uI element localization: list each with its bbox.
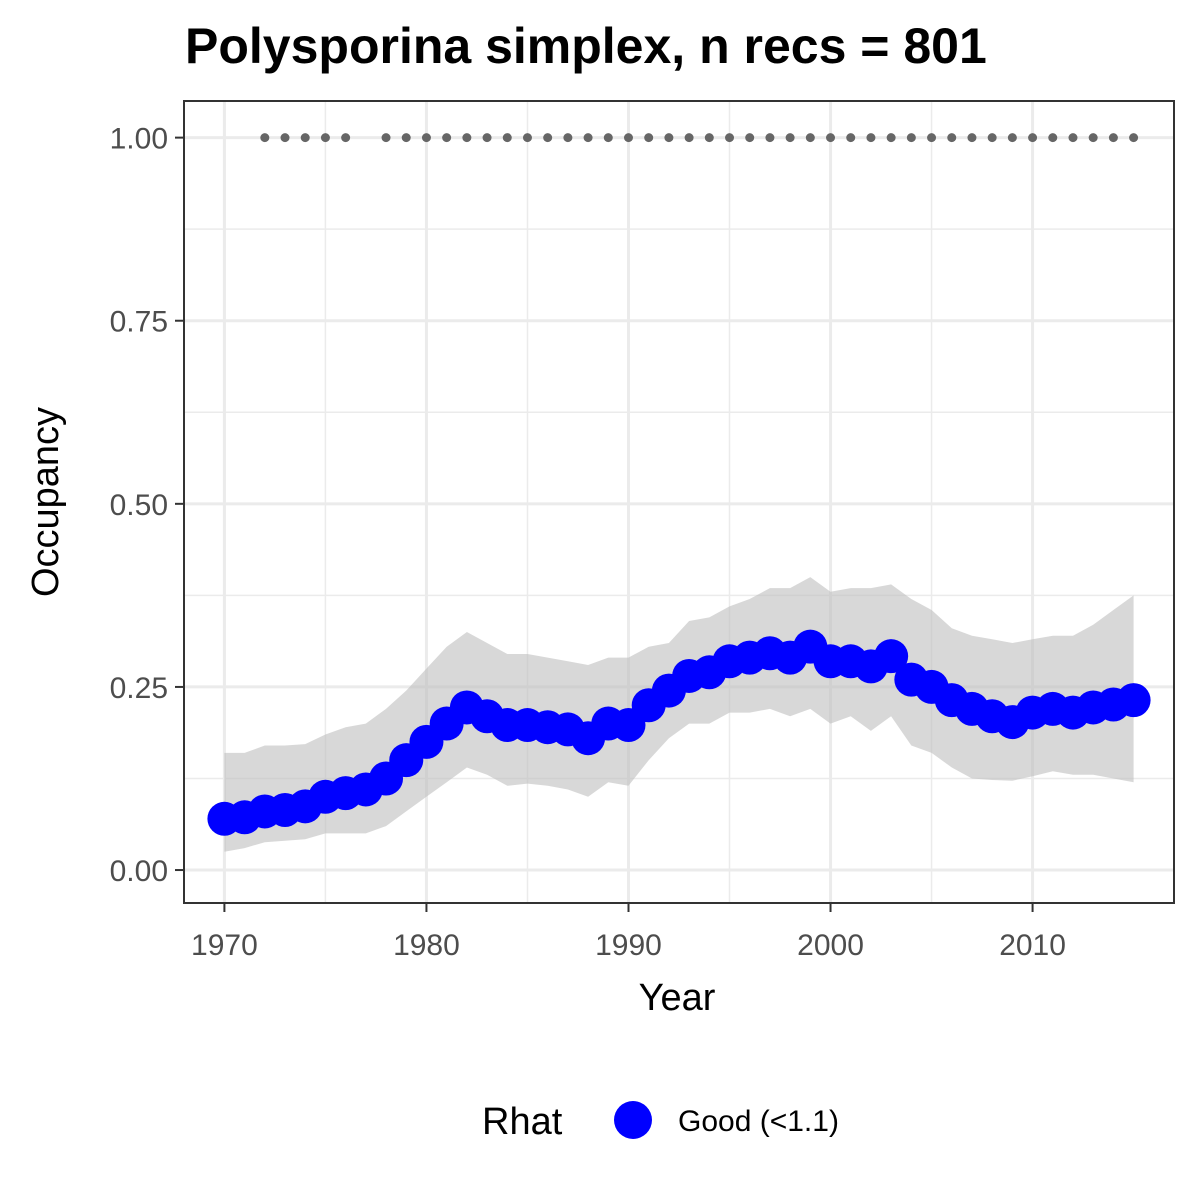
record-dot xyxy=(421,133,431,143)
record-dot xyxy=(866,133,876,143)
record-dot xyxy=(826,133,836,143)
y-tick-label: 0.50 xyxy=(110,489,168,522)
chart-title: Polysporina simplex, n recs = 801 xyxy=(185,18,987,74)
x-tick-label: 2000 xyxy=(797,929,864,962)
legend-title: Rhat xyxy=(482,1101,563,1143)
record-dot xyxy=(381,133,391,143)
occupancy-points xyxy=(207,629,1151,836)
record-dot xyxy=(765,133,775,143)
record-dot xyxy=(664,133,674,143)
record-dot xyxy=(684,133,694,143)
record-dot xyxy=(401,133,411,143)
y-tick-label: 0.75 xyxy=(110,306,168,339)
record-dot xyxy=(1007,133,1017,143)
y-tick-label: 1.00 xyxy=(110,123,168,156)
record-dot xyxy=(563,133,573,143)
credible-interval-band xyxy=(224,577,1134,852)
record-dot xyxy=(623,133,633,143)
legend-key-good xyxy=(614,1101,652,1139)
x-tick-label: 1980 xyxy=(393,929,460,962)
record-dot xyxy=(1068,133,1078,143)
axis-ticks: 1970 1980 1990 2000 2010 0.00 0.25 0.50 0.75 1.00 xyxy=(110,123,1066,962)
record-dot xyxy=(320,133,330,143)
legend: Rhat Good (<1.1) xyxy=(482,1101,839,1143)
record-dot xyxy=(644,133,654,143)
record-dot xyxy=(603,133,613,143)
record-dot xyxy=(543,133,553,143)
record-dot xyxy=(280,133,290,143)
x-tick-label: 1970 xyxy=(191,929,258,962)
y-tick-label: 0.25 xyxy=(110,672,168,705)
record-dot xyxy=(967,133,977,143)
record-dot xyxy=(805,133,815,143)
x-tick-label: 1990 xyxy=(595,929,662,962)
ribbon-area xyxy=(224,577,1134,852)
record-dot xyxy=(341,133,351,143)
record-dot xyxy=(1028,133,1038,143)
y-tick-label: 0.00 xyxy=(110,855,168,888)
record-dot xyxy=(704,133,714,143)
record-dot xyxy=(300,133,310,143)
record-dot xyxy=(927,133,937,143)
x-tick-label: 2010 xyxy=(999,929,1066,962)
record-dot xyxy=(947,133,957,143)
x-axis-title: Year xyxy=(639,977,716,1019)
record-dot xyxy=(886,133,896,143)
record-dot xyxy=(906,133,916,143)
data-point xyxy=(1116,683,1151,718)
record-dot xyxy=(260,133,270,143)
record-dots xyxy=(260,133,1139,143)
record-dot xyxy=(725,133,735,143)
record-dot xyxy=(1108,133,1118,143)
record-dot xyxy=(482,133,492,143)
record-dot xyxy=(502,133,512,143)
record-dot xyxy=(1088,133,1098,143)
record-dot xyxy=(1048,133,1058,143)
record-dot xyxy=(442,133,452,143)
record-dot xyxy=(846,133,856,143)
record-dot xyxy=(785,133,795,143)
record-dot xyxy=(522,133,532,143)
record-dot xyxy=(745,133,755,143)
record-dot xyxy=(583,133,593,143)
record-dot xyxy=(462,133,472,143)
legend-label-good: Good (<1.1) xyxy=(678,1105,839,1138)
data-point xyxy=(874,639,909,674)
record-dot xyxy=(1129,133,1139,143)
y-axis-title: Occupancy xyxy=(25,407,67,597)
record-dot xyxy=(987,133,997,143)
panel-border xyxy=(183,100,1175,904)
